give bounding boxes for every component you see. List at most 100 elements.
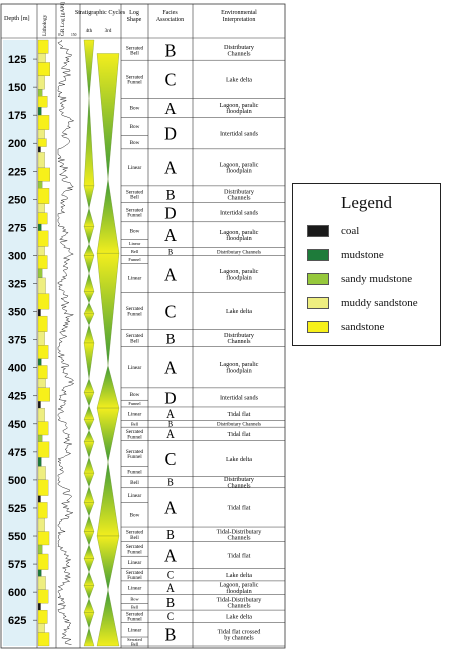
environment-label: Tidal-Distributary Channels bbox=[217, 596, 263, 609]
facies-letter: B bbox=[165, 330, 175, 347]
legend-label: muddy sandstone bbox=[341, 297, 418, 309]
third-order-cycle bbox=[96, 179, 120, 254]
depth-tick-label: 550 bbox=[8, 531, 26, 543]
header-log-shape: Log Shape bbox=[127, 10, 142, 23]
depth-tick-label: 500 bbox=[8, 475, 26, 487]
depth-tick-label: 275 bbox=[8, 222, 26, 234]
fourth-order-cycle bbox=[83, 98, 95, 187]
fourth-order-cycle bbox=[83, 313, 95, 326]
lithology-bed bbox=[37, 268, 43, 279]
fourth-order-cycle bbox=[83, 441, 95, 458]
lithology-bed bbox=[37, 434, 43, 442]
log-shape-label: Linear bbox=[128, 276, 142, 282]
environment-label: Distributary Channels bbox=[224, 188, 255, 201]
depth-tick-label: 175 bbox=[8, 110, 26, 122]
environment-label: Lagoon, paralic floodplain bbox=[220, 268, 259, 281]
lithology-bed bbox=[37, 569, 42, 577]
lithology-bed bbox=[37, 387, 50, 402]
lithology-bed bbox=[37, 544, 43, 555]
fourth-order-cycle bbox=[83, 324, 95, 344]
legend-swatch bbox=[307, 249, 329, 261]
fourth-order-cycle bbox=[83, 226, 95, 245]
facies-letter: D bbox=[164, 203, 176, 222]
facies-column: B Distributary Channels C Lake delta A Lagoon,… bbox=[148, 40, 285, 647]
lithology-bed bbox=[37, 407, 45, 422]
fourth-order-cycle bbox=[83, 486, 95, 503]
environment-label: Tidal-Distributary Channels bbox=[217, 528, 263, 541]
lithology-bed bbox=[37, 146, 41, 153]
fourth-order-cycle bbox=[83, 243, 95, 256]
log-shape-label: Linear bbox=[128, 585, 142, 591]
lithology-bed bbox=[37, 517, 45, 532]
legend-swatch bbox=[307, 273, 329, 285]
facies-letter: D bbox=[164, 388, 176, 407]
facies-letter: C bbox=[167, 570, 174, 582]
header-cycle-3rd: 3rd bbox=[105, 29, 112, 34]
fourth-order-cycle bbox=[83, 207, 95, 227]
environment-label: Distributary Channels bbox=[224, 476, 255, 489]
legend-item: sandy mudstone bbox=[293, 267, 440, 291]
log-shape-column: Serrated Bell Serrated Funnel Bow Bow Bow Linea… bbox=[121, 45, 148, 646]
log-shape-label: Serrated Funnel bbox=[126, 449, 144, 460]
legend-item: coal bbox=[293, 219, 440, 243]
log-shape-label: Serrated Funnel bbox=[126, 611, 144, 622]
legend-title: Legend bbox=[341, 193, 392, 212]
fourth-order-cycle bbox=[83, 291, 95, 303]
lithology-bed bbox=[37, 331, 45, 346]
header-cycle-4th: 4th bbox=[86, 29, 93, 34]
lithology-bed bbox=[37, 138, 47, 147]
fourth-order-cycle bbox=[83, 627, 95, 647]
environment-label: Distributary Channels bbox=[217, 250, 261, 255]
third-order-cycles bbox=[96, 53, 120, 647]
legend-label: mudstone bbox=[341, 249, 384, 261]
gr-max: 150 bbox=[71, 33, 77, 37]
lithology-bed bbox=[37, 358, 42, 366]
log-shape-label: Linear bbox=[128, 628, 142, 634]
lithology-bed bbox=[37, 603, 41, 611]
log-shape-label: Linear bbox=[128, 493, 142, 499]
log-shape-label: Linear bbox=[128, 165, 142, 171]
fourth-order-cycle bbox=[83, 378, 95, 393]
lithology-bed bbox=[37, 589, 49, 604]
environment-label: Intertidal sands bbox=[220, 130, 259, 137]
fourth-order-cycle bbox=[83, 456, 95, 474]
fourth-order-cycle bbox=[83, 515, 95, 532]
fourth-order-cycles bbox=[83, 39, 95, 647]
lithology-bed bbox=[37, 309, 41, 317]
environment-label: Lake delta bbox=[226, 613, 252, 620]
legend-swatch bbox=[307, 225, 329, 237]
log-shape-label: Linear bbox=[128, 560, 142, 566]
lithology-bed bbox=[37, 479, 49, 496]
facies-letter: A bbox=[164, 545, 177, 565]
header-depth: Depth [m] bbox=[4, 15, 30, 22]
facies-letter: B bbox=[168, 420, 173, 429]
lithology-bed bbox=[37, 89, 43, 97]
fourth-order-cycle bbox=[83, 39, 95, 99]
lithology-bed bbox=[37, 632, 50, 647]
lithology-bed bbox=[37, 623, 45, 633]
lithology-bed bbox=[37, 531, 50, 546]
fourth-order-cycle bbox=[83, 272, 95, 292]
environment-label: Distributary Channels bbox=[224, 44, 255, 57]
legend-label: sandstone bbox=[341, 321, 385, 333]
facies-letter: A bbox=[164, 225, 177, 245]
lithology-bed bbox=[37, 553, 49, 570]
lithology-column bbox=[37, 39, 50, 647]
facies-letter: C bbox=[164, 301, 176, 321]
legend-label: sandy mudstone bbox=[341, 273, 413, 285]
fourth-order-cycle bbox=[83, 302, 95, 314]
fourth-order-cycle bbox=[83, 405, 95, 420]
log-shape-label: Bell bbox=[131, 249, 139, 254]
third-order-cycle bbox=[96, 589, 120, 647]
environment-label: Distributary Channels bbox=[224, 332, 255, 345]
environment-label: Lake delta bbox=[226, 456, 252, 463]
depth-tick-label: 250 bbox=[8, 194, 26, 206]
lithology-bed bbox=[37, 293, 50, 310]
fourth-order-cycle bbox=[83, 473, 95, 488]
environment-label: Lake delta bbox=[226, 308, 252, 315]
lithology-bed bbox=[37, 401, 41, 409]
log-shape-label: Serrated Bell bbox=[126, 190, 144, 201]
facies-letter: A bbox=[164, 498, 177, 518]
environment-label: Lagoon, paralic floodplain bbox=[220, 229, 259, 242]
environment-label: Lake delta bbox=[226, 572, 252, 579]
